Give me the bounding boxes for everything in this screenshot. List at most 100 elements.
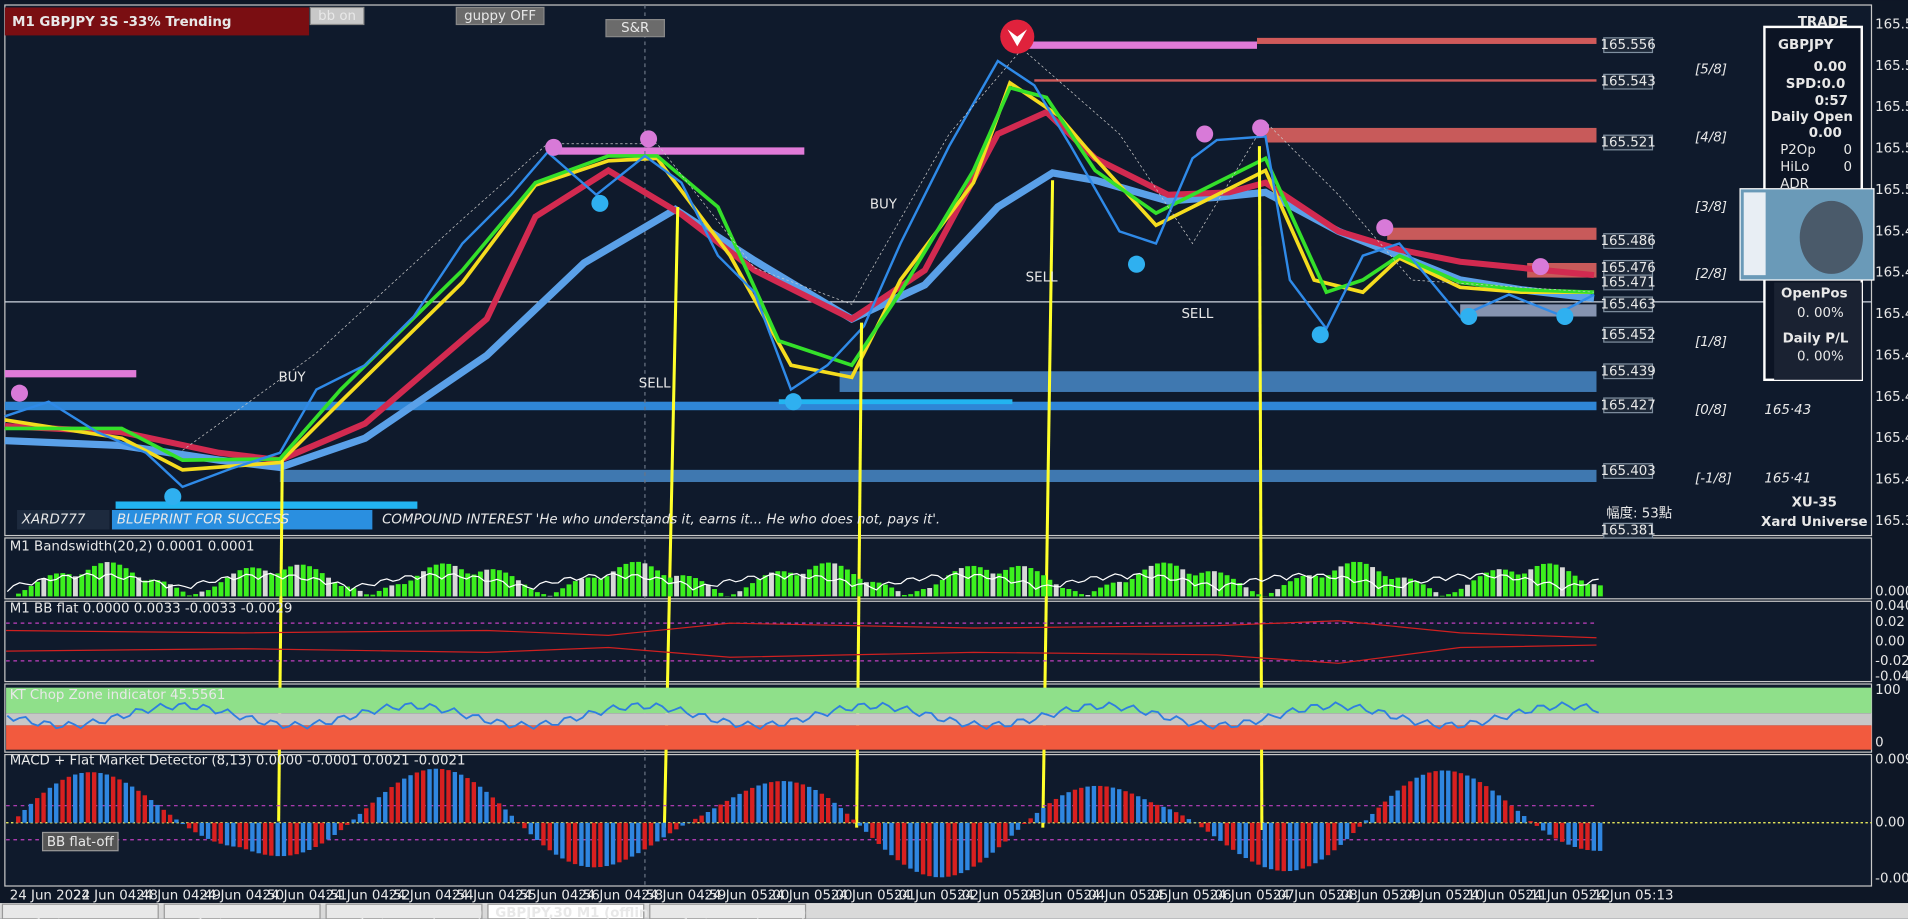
macd-bar [440,769,445,823]
bandwidth-bar [1110,582,1116,597]
bandwidth-bar [85,569,91,597]
bandwidth-bar [1091,591,1097,597]
bandwidth-bar [1123,582,1129,597]
fractal [1531,258,1550,276]
bandwidth-bar [1433,592,1439,597]
macd-bar [1161,806,1166,823]
bbflat-pane [4,600,1873,683]
macd-bar [541,822,546,846]
bandwidth-bar [863,582,869,597]
murrey-label: [1/8] [1695,335,1727,350]
bandwidth-bar [1553,564,1559,597]
bandwidth-bar [364,594,369,597]
macd-bar [686,822,692,823]
bandwidth-bar [338,585,344,597]
bandwidth-bar [357,590,363,597]
bandwidth-bar [1085,595,1091,597]
bandwidth-bar [250,567,256,597]
macd-bar [262,822,268,855]
bandwidth-bar [1427,588,1432,597]
macd-bar [193,822,198,833]
price-level: 165.543 [1600,75,1655,90]
zone [279,469,1597,483]
bandwidth-bar [1332,570,1338,597]
signal-label: SELL [1181,307,1213,322]
macd-bar [269,822,274,856]
bandwidth-bar [1496,569,1502,597]
zone [839,371,1597,392]
ma-mid [4,108,1595,464]
time-label: 24 Jun 04:50 [199,889,284,904]
bandwidth-bar [1522,573,1527,597]
macd-bar [1047,803,1052,823]
macd-bar [788,781,793,823]
macd-bar [256,822,261,854]
button[interactable] [605,19,666,38]
murrey-label: [-1/8] [1695,471,1732,486]
button[interactable] [455,6,545,26]
price-level: 165.403 [1600,464,1655,479]
bandwidth-bar [231,573,237,597]
daily-pl-label: Daily P/L [1783,331,1849,346]
macd-bar [800,784,806,823]
open-pos-label: OpenPos [1781,286,1848,301]
indicator-axis-label: -0.0085 [1875,872,1908,887]
macd-bar [281,822,287,857]
macd-bar [1389,795,1394,823]
macd-bar [1243,822,1248,859]
macd-bar [636,822,641,854]
price-tag [1603,134,1654,151]
time-label: 24 Jun 04:59 [641,889,726,904]
macd-bar [1553,822,1559,839]
button[interactable] [309,6,365,26]
bandwidth-bar [1199,572,1205,597]
bandwidth-bar [952,571,958,597]
fractal [1376,219,1394,237]
macd-bar [389,787,394,823]
macd-bar [243,822,249,850]
bandwidth-bar [1104,584,1110,597]
timer: 0:57 [1815,94,1848,109]
macd-bar [604,822,609,867]
button-label: BB flat-off [47,835,115,850]
macd-bar [1009,822,1014,836]
macd-bar [515,822,521,823]
bandwidth-bar [1268,592,1274,597]
price-level: 165.439 [1600,364,1655,379]
bandwidth-bar [465,573,471,597]
macd-bar [129,786,135,823]
macd-bar [1534,822,1540,826]
bandwidth-bar [977,567,983,597]
bandwidth-bar [155,580,161,597]
macd-bar [1034,812,1040,823]
button[interactable] [41,831,119,852]
bandwidth-bar [648,566,654,597]
macd-bar [1136,796,1141,823]
brand-code: XU-35 [1792,496,1837,511]
time-label: 24 Jun 04:58 [578,889,663,904]
macd-bar [1211,822,1217,837]
macd-bar [648,822,654,846]
macd-bar [566,822,571,862]
macd-bar [465,778,470,823]
bandwidth-bar [16,593,21,597]
brand-name: Xard Universe [1761,515,1868,530]
murrey-label: [3/8] [1695,200,1727,215]
fractal [1252,119,1270,137]
macd-bar [737,793,742,823]
indicator-axis-label: -0.02 [1875,654,1908,669]
macd-bar [914,822,919,872]
macd-bar [908,822,913,869]
macd-bar [250,822,255,852]
bandwidth-bar [528,588,534,597]
murrey-label: [5/8] [1695,63,1727,78]
bandwidth-bar [1484,572,1489,597]
fractal [784,393,802,411]
bandwidth-bar [958,568,964,597]
bandwidth-bar [1471,580,1477,597]
price-level: 165.486 [1600,234,1655,249]
bandwidth-bar [1591,584,1597,597]
bandwidth-bar [427,567,433,597]
